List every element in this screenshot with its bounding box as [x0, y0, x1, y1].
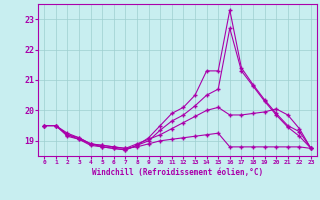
X-axis label: Windchill (Refroidissement éolien,°C): Windchill (Refroidissement éolien,°C) [92, 168, 263, 177]
